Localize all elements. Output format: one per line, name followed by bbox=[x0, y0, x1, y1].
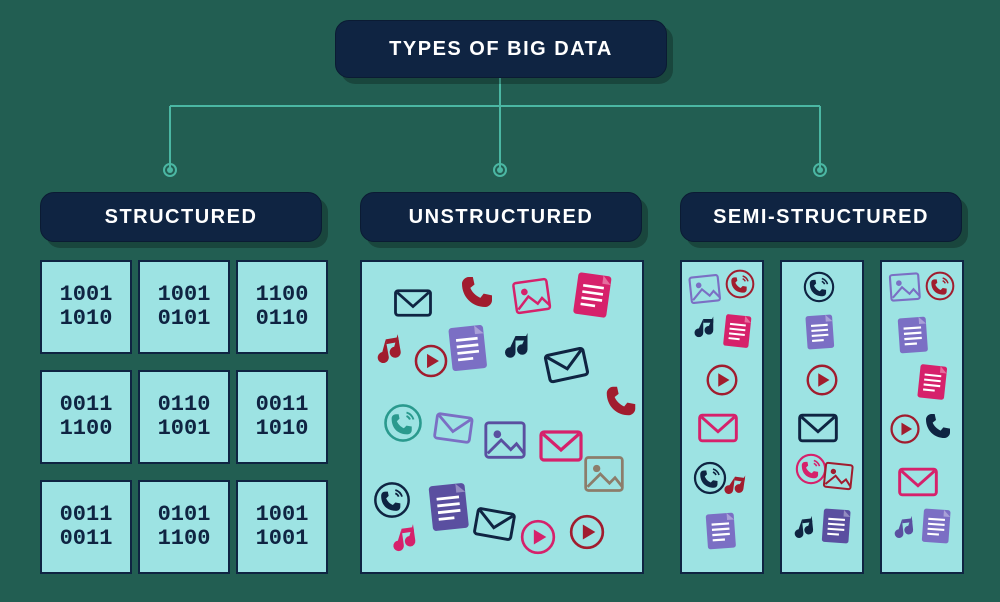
note-icon bbox=[371, 329, 416, 378]
binary-cell: 0011 1100 bbox=[40, 370, 132, 464]
mail-icon bbox=[468, 499, 520, 555]
mail-icon bbox=[796, 406, 840, 455]
semi-column bbox=[680, 260, 764, 574]
branch-pill-structured: STRUCTURED bbox=[40, 192, 322, 242]
branch-label-semi: SEMI-STRUCTURED bbox=[713, 206, 929, 229]
doc-icon bbox=[716, 310, 758, 357]
branch-pill-semi: SEMI-STRUCTURED bbox=[680, 192, 962, 242]
phonecircle-icon bbox=[724, 268, 756, 305]
phonecircle-icon bbox=[372, 480, 412, 525]
semi-column bbox=[880, 260, 964, 574]
phonecircle-icon bbox=[924, 270, 956, 307]
binary-cell: 0011 0011 bbox=[40, 480, 132, 574]
binary-cell: 0011 1010 bbox=[236, 370, 328, 464]
binary-cell: 1001 1010 bbox=[40, 260, 132, 354]
doc-icon bbox=[698, 509, 743, 559]
binary-cell: 0110 1001 bbox=[138, 370, 230, 464]
photo-icon bbox=[887, 269, 924, 310]
mail-icon bbox=[696, 406, 740, 455]
doc-icon bbox=[814, 505, 857, 553]
play-icon bbox=[704, 362, 740, 403]
mail-icon bbox=[537, 422, 585, 475]
play-icon bbox=[804, 362, 840, 403]
play-icon bbox=[518, 517, 558, 562]
phone-icon bbox=[922, 410, 954, 447]
doc-icon bbox=[890, 313, 935, 363]
mail-icon bbox=[896, 460, 940, 509]
photo-icon bbox=[820, 458, 856, 498]
mail-icon bbox=[429, 404, 477, 456]
mail-icon bbox=[539, 338, 595, 397]
binary-cell: 0101 1100 bbox=[138, 480, 230, 574]
photo-icon bbox=[482, 417, 528, 468]
photo-icon bbox=[686, 270, 724, 312]
binary-cell: 1001 0101 bbox=[138, 260, 230, 354]
title-text: TYPES OF BIG DATA bbox=[389, 38, 613, 61]
phonecircle-icon bbox=[802, 270, 836, 309]
note-icon bbox=[720, 470, 755, 509]
binary-cell: 1001 1001 bbox=[236, 480, 328, 574]
photo-icon bbox=[509, 273, 555, 323]
note-icon bbox=[502, 330, 538, 371]
binary-cell: 1100 0110 bbox=[236, 260, 328, 354]
mail-icon bbox=[392, 282, 434, 329]
play-icon bbox=[567, 512, 607, 557]
semi-column bbox=[780, 260, 864, 574]
branch-label-unstructured: UNSTRUCTURED bbox=[409, 206, 594, 229]
branch-pill-unstructured: UNSTRUCTURED bbox=[360, 192, 642, 242]
title-pill: TYPES OF BIG DATA bbox=[335, 20, 667, 78]
doc-icon bbox=[910, 360, 954, 409]
unstructured-panel bbox=[360, 260, 644, 574]
play-icon bbox=[888, 412, 922, 451]
branch-label-structured: STRUCTURED bbox=[105, 206, 258, 229]
doc-icon bbox=[439, 319, 497, 381]
doc-icon bbox=[563, 267, 620, 328]
doc-icon bbox=[914, 505, 957, 553]
phone-icon bbox=[457, 272, 497, 317]
note-icon bbox=[387, 520, 428, 566]
phone-icon bbox=[602, 382, 640, 425]
doc-icon bbox=[798, 311, 841, 359]
photo-icon bbox=[582, 452, 626, 501]
phonecircle-icon bbox=[382, 402, 424, 449]
